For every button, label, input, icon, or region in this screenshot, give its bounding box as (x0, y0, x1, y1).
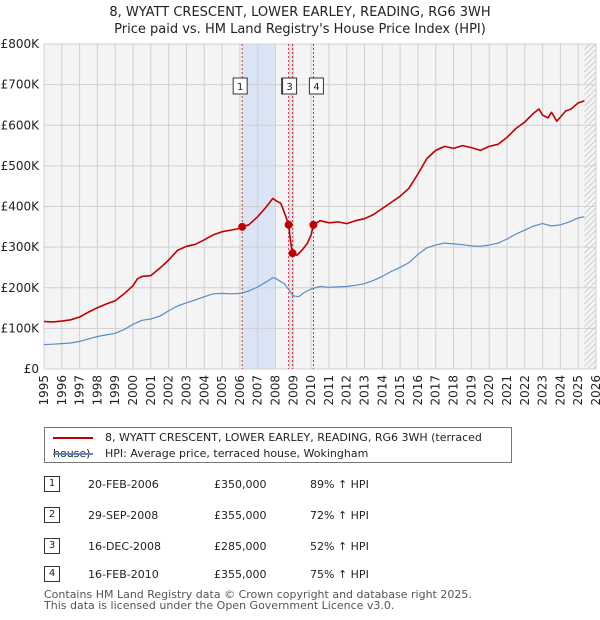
x-tick-label: 1996 (55, 375, 69, 406)
transaction-box-label: 4 (313, 82, 319, 93)
y-tick-label: £300K (1, 240, 41, 254)
legend-swatch-property (53, 437, 93, 439)
footer-licence: This data is licensed under the Open Gov… (44, 599, 395, 612)
x-tick-label: 2012 (340, 375, 354, 406)
x-tick-label: 2016 (411, 375, 425, 406)
x-tick-label: 2007 (251, 375, 265, 406)
y-tick-label: £600K (1, 118, 41, 132)
transaction-number-badge: 4 (44, 566, 60, 582)
x-tick-label: 2006 (233, 375, 247, 406)
x-tick-label: 2008 (268, 375, 282, 406)
transaction-hpi-change: 72% ↑ HPI (310, 509, 369, 522)
hpi-line (43, 216, 585, 346)
transaction-price: £350,000 (214, 478, 267, 491)
y-tick-label: £0 (24, 362, 39, 376)
x-tick-label: 2020 (482, 375, 496, 406)
x-tick-label: 1997 (73, 375, 87, 406)
transaction-box-label: 1 (237, 82, 243, 93)
transaction-point (288, 249, 297, 258)
y-tick-label: £200K (1, 281, 41, 295)
transaction-hpi-change: 75% ↑ HPI (310, 568, 369, 581)
x-tick-label: 2004 (197, 375, 211, 406)
legend-swatch-hpi (53, 453, 93, 455)
x-tick-label: 1999 (108, 375, 122, 406)
x-tick-label: 2000 (126, 375, 140, 406)
x-tick-label: 2017 (429, 375, 443, 406)
transaction-hpi-change: 52% ↑ HPI (310, 540, 369, 553)
transaction-box (282, 77, 298, 95)
transaction-point (309, 220, 318, 229)
transaction-row: 4 16-FEB-2010 £355,000 75% ↑ HPI (44, 566, 564, 584)
x-tick-label: 1998 (90, 375, 104, 406)
transaction-number-badge: 1 (44, 476, 60, 492)
transaction-row: 2 29-SEP-2008 £355,000 72% ↑ HPI (44, 507, 564, 525)
y-tick-label: £800K (1, 37, 41, 51)
transaction-row: 3 16-DEC-2008 £285,000 52% ↑ HPI (44, 538, 564, 556)
x-tick-label: 2025 (571, 375, 585, 406)
property-price-line (43, 100, 585, 323)
x-tick-label: 2005 (215, 375, 229, 406)
transaction-box-label: 3 (286, 82, 292, 93)
x-tick-label: 2009 (286, 375, 300, 406)
transaction-number-badge: 3 (44, 538, 60, 554)
x-tick-label: 2001 (144, 375, 158, 406)
x-tick-label: 2018 (447, 375, 461, 406)
chart-title: 8, WYATT CRESCENT, LOWER EARLEY, READING… (0, 4, 600, 38)
price-chart: £0 £100K £200K £300K £400K £500K £600K £700K £80… (1, 37, 600, 406)
x-tick-label: 1995 (37, 375, 51, 406)
x-tick-label: 2014 (375, 375, 389, 406)
x-tick-label: 2024 (553, 375, 567, 406)
y-tick-label: £500K (1, 159, 41, 173)
transaction-point (238, 222, 247, 231)
x-tick-label: 2022 (518, 375, 532, 406)
x-tick-label: 2010 (304, 375, 318, 406)
y-tick-label: £100K (1, 321, 41, 335)
x-tick-label: 2011 (322, 375, 336, 406)
legend: 8, WYATT CRESCENT, LOWER EARLEY, READING… (44, 427, 512, 463)
legend-label-hpi: HPI: Average price, terraced house, Woki… (105, 447, 369, 460)
transaction-box (308, 77, 324, 95)
transaction-date: 20-FEB-2006 (88, 478, 159, 491)
y-tick-label: £400K (1, 200, 41, 214)
transaction-date: 16-DEC-2008 (88, 540, 162, 553)
x-tick-label: 2003 (179, 375, 193, 406)
chart-title-line2: Price paid vs. HM Land Registry's House … (114, 22, 486, 37)
x-tick-label: 2023 (536, 375, 550, 406)
x-tick-label: 2026 (589, 375, 600, 406)
transaction-point (284, 220, 293, 229)
transaction-hpi-change: 89% ↑ HPI (310, 478, 369, 491)
x-tick-label: 2002 (162, 375, 176, 406)
transaction-row: 1 20-FEB-2006 £350,000 89% ↑ HPI (44, 476, 564, 494)
transaction-number-badge: 2 (44, 507, 60, 523)
x-tick-label: 2019 (464, 375, 478, 406)
legend-item-property: 8, WYATT CRESCENT, LOWER EARLEY, READING… (53, 430, 511, 460)
footer-copyright: Contains HM Land Registry data © Crown c… (44, 588, 472, 601)
x-tick-label: 2015 (393, 375, 407, 406)
x-tick-label: 2013 (358, 375, 372, 406)
transaction-box (232, 77, 248, 95)
transaction-price: £355,000 (214, 509, 267, 522)
transaction-price: £355,000 (214, 568, 267, 581)
transaction-date: 29-SEP-2008 (88, 509, 159, 522)
transaction-date: 16-FEB-2010 (88, 568, 159, 581)
transaction-price: £285,000 (214, 540, 267, 553)
y-tick-label: £700K (1, 78, 41, 92)
footer: Contains HM Land Registry data © Crown c… (44, 589, 472, 611)
x-tick-label: 2021 (500, 375, 514, 406)
chart-title-line1: 8, WYATT CRESCENT, LOWER EARLEY, READING… (109, 5, 491, 20)
legend-item-hpi: HPI: Average price, terraced house, Woki… (53, 446, 368, 462)
